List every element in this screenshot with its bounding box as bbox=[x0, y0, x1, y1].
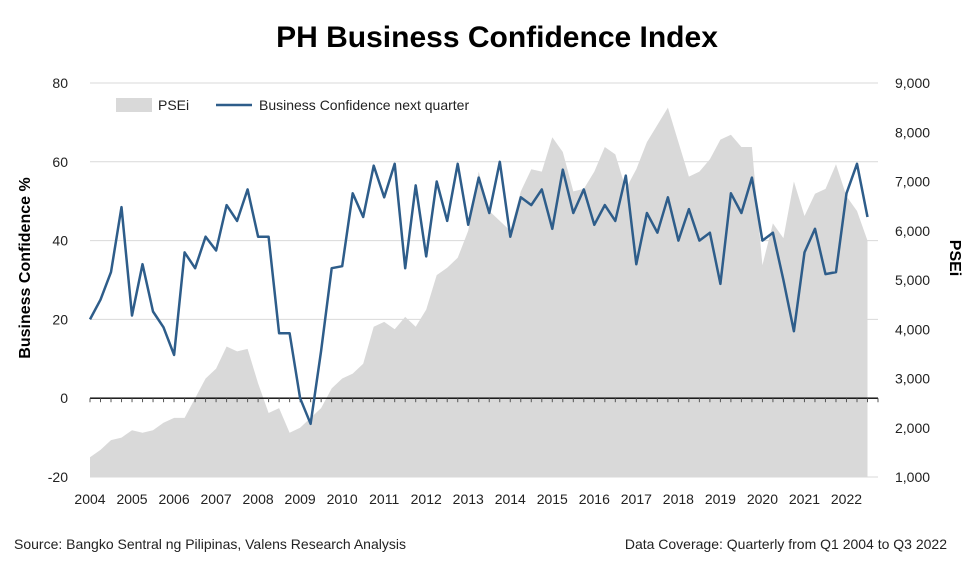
x-tick-label: 2011 bbox=[369, 491, 399, 507]
x-tick-marks bbox=[89, 398, 879, 403]
x-tick-label: 2013 bbox=[453, 491, 484, 507]
x-tick-label: 2017 bbox=[621, 491, 652, 507]
psei-area-layer bbox=[90, 107, 868, 477]
x-tick-label: 2006 bbox=[158, 491, 189, 507]
y2-tick-label: 9,000 bbox=[895, 75, 930, 91]
y2-axis-label: PSEi bbox=[946, 240, 963, 276]
y2-tick-label: 1,000 bbox=[895, 469, 930, 485]
y-tick-label: -20 bbox=[48, 469, 68, 485]
x-tick-label: 2010 bbox=[327, 491, 358, 507]
psei-area bbox=[90, 107, 868, 477]
legend: PSEi Business Confidence next quarter bbox=[116, 97, 469, 113]
y2-tick-label: 3,000 bbox=[895, 371, 930, 387]
x-tick-label: 2008 bbox=[243, 491, 274, 507]
x-tick-label: 2004 bbox=[74, 491, 105, 507]
x-tick-label: 2012 bbox=[411, 491, 442, 507]
business-confidence-line bbox=[88, 160, 869, 426]
y-tick-label: 40 bbox=[52, 233, 68, 249]
x-tick-label: 2022 bbox=[831, 491, 862, 507]
coverage-note: Data Coverage: Quarterly from Q1 2004 to… bbox=[624, 536, 947, 552]
x-tick-label: 2005 bbox=[116, 491, 147, 507]
y2-tick-label: 7,000 bbox=[895, 174, 930, 190]
business-confidence-line-layer bbox=[88, 160, 869, 426]
y-tick-label: 80 bbox=[52, 75, 68, 91]
y2-tick-label: 2,000 bbox=[895, 420, 930, 436]
chart-title: PH Business Confidence Index bbox=[276, 21, 718, 54]
y2-tick-label: 4,000 bbox=[895, 321, 930, 337]
source-note: Source: Bangko Sentral ng Pilipinas, Val… bbox=[14, 536, 406, 552]
y-tick-label: 60 bbox=[52, 154, 68, 170]
legend-label-business-confidence: Business Confidence next quarter bbox=[259, 97, 469, 113]
y-axis-label: Business Confidence % bbox=[17, 177, 34, 358]
y2-tick-label: 8,000 bbox=[895, 124, 930, 140]
y2-tick-label: 5,000 bbox=[895, 272, 930, 288]
x-tick-label: 2020 bbox=[747, 491, 778, 507]
x-tick-label: 2015 bbox=[537, 491, 568, 507]
left-axis-tick-labels: -20 0 20 40 60 80 bbox=[48, 75, 68, 485]
y-tick-label: 0 bbox=[60, 390, 68, 406]
x-tick-label: 2021 bbox=[789, 491, 820, 507]
right-axis-tick-labels: 1,000 2,000 3,000 4,000 5,000 6,000 7,000 8,000… bbox=[895, 75, 930, 485]
x-tick-label: 2016 bbox=[579, 491, 610, 507]
x-axis-tick-labels: 2004 2005 2006 2007 2008 2009 2010 2011 2012 2013… bbox=[74, 491, 862, 507]
x-tick-label: 2009 bbox=[285, 491, 316, 507]
x-tick-label: 2018 bbox=[663, 491, 694, 507]
legend-label-psei: PSEi bbox=[158, 97, 189, 113]
x-tick-label: 2019 bbox=[705, 491, 736, 507]
x-tick-label: 2014 bbox=[495, 491, 526, 507]
x-tick-label: 2007 bbox=[201, 491, 232, 507]
y-tick-label: 20 bbox=[52, 311, 68, 327]
y2-tick-label: 6,000 bbox=[895, 223, 930, 239]
chart: PH Business Confidence Index -20 0 20 40 60 8… bbox=[17, 21, 963, 507]
legend-swatch-psei bbox=[116, 98, 152, 112]
